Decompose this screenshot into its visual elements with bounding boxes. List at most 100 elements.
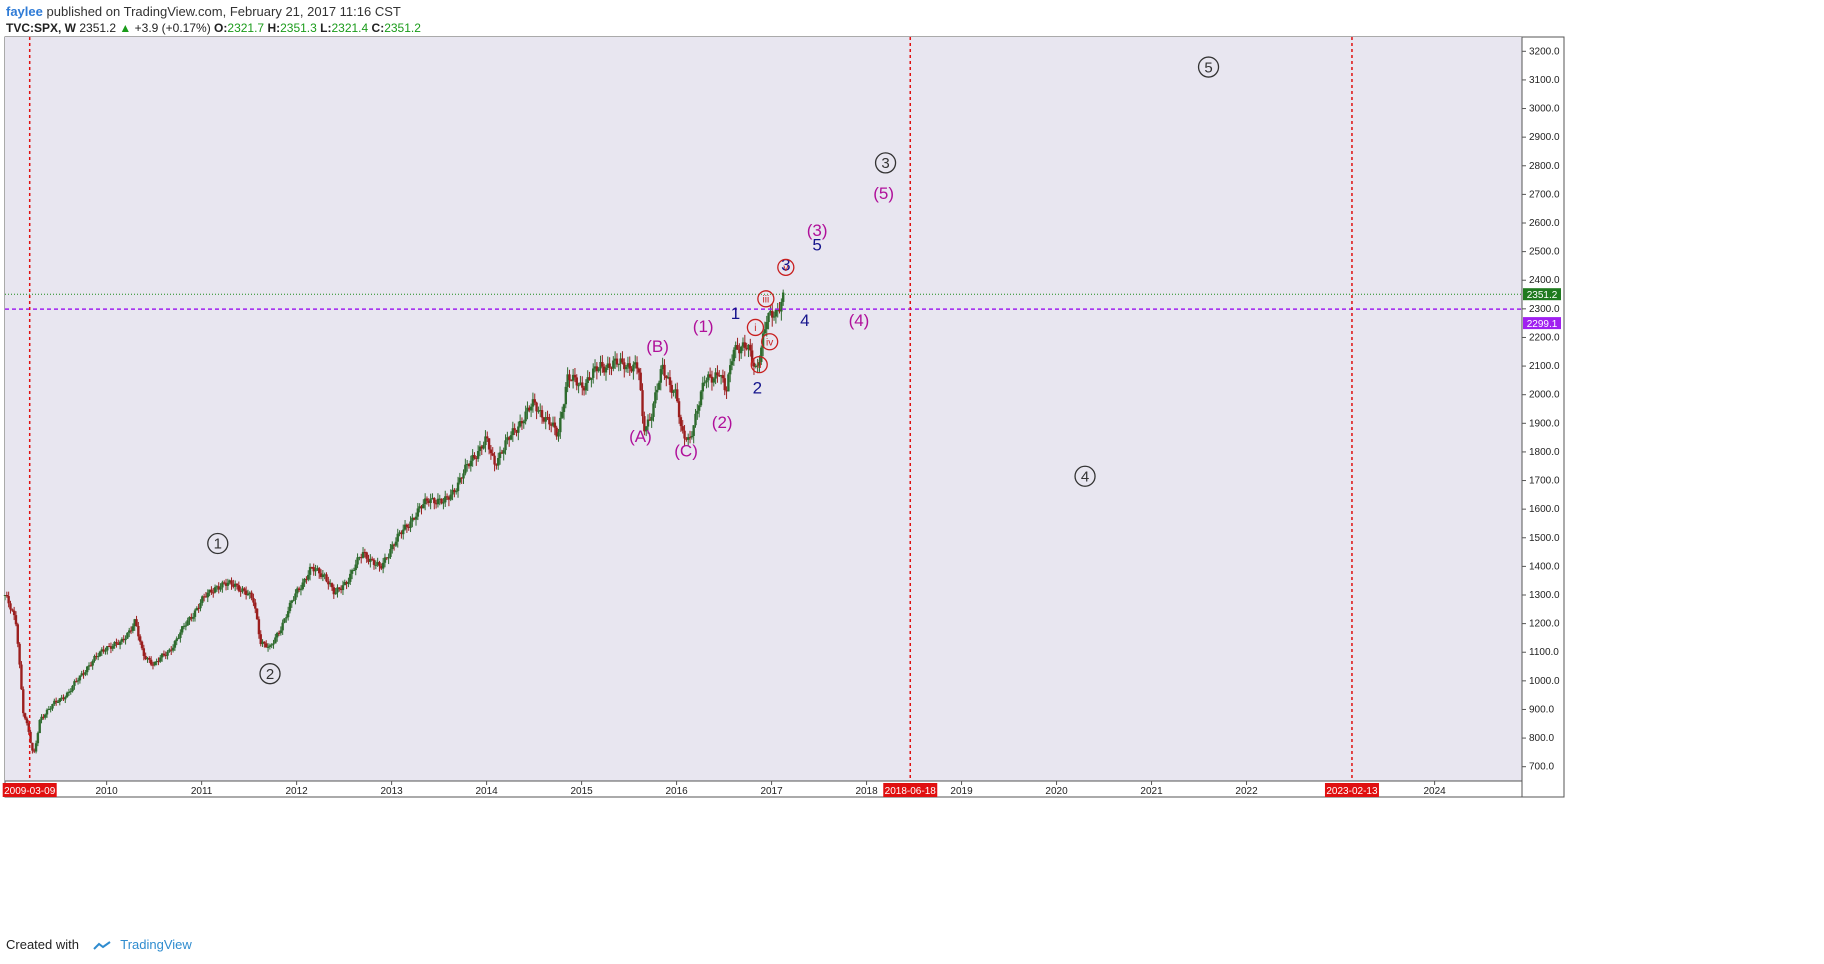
- candle-up: [381, 562, 385, 569]
- candle-up: [674, 389, 677, 391]
- candle-up: [423, 498, 427, 505]
- candle-down: [495, 464, 498, 466]
- candle-up: [285, 617, 288, 619]
- candle-down: [365, 552, 368, 559]
- candle-up: [714, 372, 717, 379]
- candle-down: [345, 582, 348, 584]
- candle-down: [493, 455, 496, 465]
- candle-down: [749, 344, 752, 351]
- candle-down: [507, 437, 511, 440]
- candle-up: [387, 557, 390, 559]
- date-marker-label: 2018-06-18: [885, 786, 937, 797]
- candle-up: [571, 374, 575, 381]
- y-tick-label: 3100.0: [1529, 75, 1560, 86]
- candle-down: [575, 377, 578, 386]
- candle-down: [573, 374, 577, 378]
- primary-wave-label: 2: [266, 666, 274, 683]
- minor-wave-circle: [750, 355, 768, 374]
- candle-down: [643, 416, 646, 432]
- candle-down: [23, 713, 27, 719]
- candle-up: [502, 450, 505, 454]
- intermediate-wave-label: (3): [807, 221, 828, 240]
- candle-up: [418, 506, 421, 509]
- candle-up: [270, 644, 273, 646]
- author-link[interactable]: faylee: [6, 4, 43, 19]
- candle-up: [349, 573, 352, 582]
- candle-up: [780, 301, 783, 312]
- candle-down: [20, 664, 23, 690]
- x-tick-label: 2024: [1423, 786, 1446, 797]
- candle-up: [539, 410, 542, 412]
- candle-up: [213, 587, 217, 593]
- candle-up: [734, 345, 737, 350]
- tradingview-brand-link[interactable]: TradingView: [120, 937, 192, 952]
- candle-down: [743, 342, 747, 348]
- candle-down: [257, 619, 261, 635]
- candle-up: [179, 632, 182, 639]
- candle-up: [584, 383, 588, 391]
- candle-up: [193, 610, 197, 617]
- candle-down: [252, 597, 255, 603]
- candle-up: [347, 581, 350, 584]
- minute-wave-label: 4: [800, 311, 809, 330]
- candle-down: [243, 588, 246, 591]
- candle-up: [334, 592, 337, 595]
- candle-down: [677, 401, 681, 418]
- candle-down: [533, 399, 536, 403]
- candle-up: [482, 445, 485, 449]
- publish-header: faylee published on TradingView.com, Feb…: [6, 4, 401, 19]
- candle-down: [204, 596, 208, 598]
- candle-down: [555, 427, 558, 437]
- candle-up: [184, 625, 188, 627]
- candle-down: [548, 417, 551, 425]
- y-tick-label: 1200.0: [1529, 619, 1560, 630]
- candle-up: [537, 410, 540, 412]
- candle-up: [47, 709, 51, 711]
- candle-down: [475, 458, 478, 460]
- candle-down: [164, 655, 167, 657]
- primary-wave-label: 5: [1204, 59, 1212, 76]
- candle-down: [635, 362, 639, 369]
- candle-up: [80, 673, 83, 676]
- ticker-change: +3.9 (+0.17%): [134, 21, 211, 35]
- candle-up: [444, 496, 447, 503]
- minor-wave-label: ii: [757, 360, 761, 371]
- candle-up: [350, 570, 354, 574]
- candle-down: [5, 595, 9, 597]
- candle-down: [425, 498, 429, 501]
- candle-down: [542, 417, 546, 422]
- candle-up: [60, 697, 63, 699]
- candle-down: [392, 544, 396, 546]
- candle-up: [422, 504, 425, 509]
- candle-up: [613, 358, 617, 361]
- candle-down: [487, 438, 491, 450]
- candle-down: [771, 310, 774, 318]
- candle-down: [610, 367, 613, 369]
- candle-up: [747, 344, 750, 350]
- candle-down: [255, 608, 259, 620]
- candle-up: [597, 368, 600, 372]
- candle-up: [634, 362, 637, 365]
- candle-up: [268, 645, 272, 647]
- y-tick-label: 1800.0: [1529, 447, 1560, 458]
- candle-up: [314, 569, 317, 572]
- candle-down: [528, 407, 531, 411]
- minor-wave-label: v: [783, 263, 788, 274]
- candle-up: [760, 347, 763, 362]
- y-tick-label: 3200.0: [1529, 46, 1560, 57]
- candle-up: [49, 708, 52, 710]
- candle-up: [396, 533, 399, 542]
- candle-down: [339, 588, 343, 591]
- date-marker-label: 2009-03-09: [4, 786, 56, 797]
- candle-up: [586, 377, 589, 384]
- minor-wave-circle: [777, 258, 795, 277]
- candle-up: [564, 386, 568, 405]
- candle-down: [157, 661, 160, 663]
- candle-down: [332, 587, 336, 595]
- candle-down: [602, 366, 606, 373]
- candle-up: [299, 589, 303, 591]
- candle-up: [283, 618, 286, 623]
- candle-up: [266, 646, 270, 648]
- candle-up: [592, 368, 595, 378]
